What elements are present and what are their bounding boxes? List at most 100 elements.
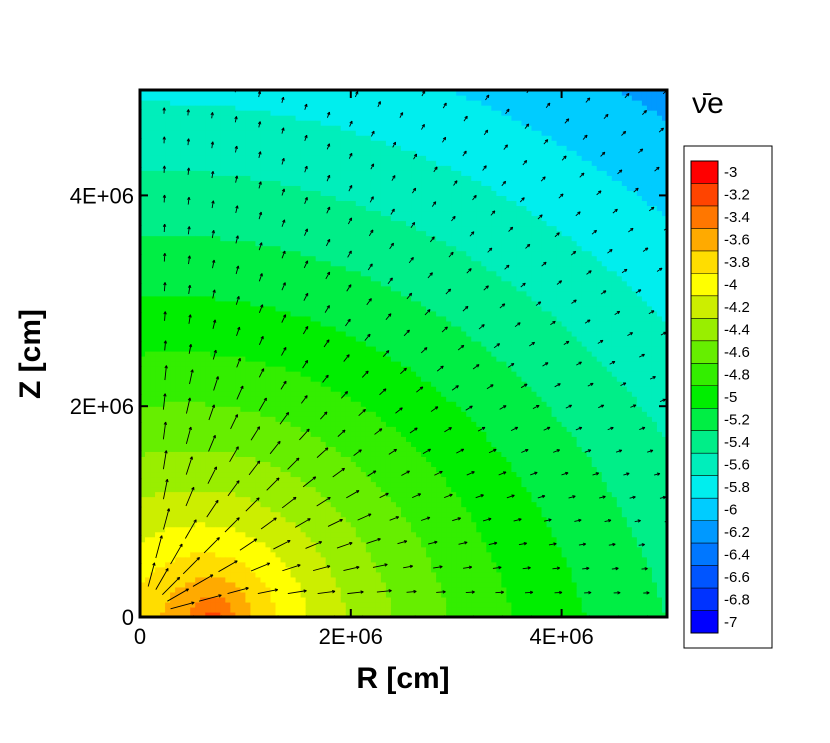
contour-cell [325,245,332,252]
contour-cell [295,401,302,407]
contour-cell [345,185,352,191]
contour-cell [235,155,241,161]
contour-cell [230,411,236,417]
contour-cell [325,155,332,161]
contour-cell [235,330,241,337]
contour-cell [180,466,186,473]
contour-cell [365,431,372,437]
contour-cell [160,265,166,272]
contour-cell [265,95,272,101]
contour-cell [145,230,151,237]
contour-cell [290,481,297,488]
contour-cell [355,220,362,227]
contour-cell [290,386,297,392]
contour-cell [200,90,206,96]
contour-cell [245,90,252,96]
contour-cell [175,190,181,196]
contour-cell [330,486,337,493]
contour-cell [285,476,292,483]
contour-cell [210,255,216,262]
contour-cell [330,516,337,523]
contour-cell [295,586,302,593]
contour-cell [310,255,317,262]
contour-cell [175,235,181,242]
contour-cell [200,601,206,608]
contour-cell [225,456,231,463]
contour-cell [220,356,226,362]
contour-cell [335,200,342,207]
contour-cell [255,310,262,317]
contour-cell [310,461,317,468]
contour-cell [270,245,277,252]
contour-cell [280,441,287,447]
contour-cell [255,531,262,538]
contour-cell [310,280,317,287]
contour-cell [370,165,377,171]
contour-cell [315,536,322,543]
contour-cell [255,185,262,191]
contour-cell [180,320,186,327]
contour-cell [360,290,367,297]
contour-cell [140,170,146,176]
contour-cell [355,175,362,181]
contour-cell [285,300,292,307]
contour-cell [220,461,226,468]
contour-cell [365,546,372,553]
contour-cell [210,371,216,377]
contour-cell [140,371,146,377]
contour-cell [265,601,272,608]
contour-cell [215,150,221,156]
contour-cell [300,270,307,277]
contour-cell [375,350,382,357]
contour-cell [265,160,272,166]
contour-cell [350,290,357,297]
contour-cell [150,250,156,257]
contour-cell [305,561,312,568]
contour-cell [230,205,236,212]
contour-cell [265,431,272,437]
contour-cell [140,546,146,553]
contour-cell [255,561,262,568]
contour-cell [320,611,327,617]
contour-cell [210,571,216,578]
contour-cell [275,511,282,518]
contour-cell [185,275,191,282]
contour-cell [170,396,176,402]
contour-cell [270,250,277,257]
contour-cell [330,105,337,111]
contour-cell [140,295,146,302]
contour-cell [340,501,347,508]
contour-cell [325,115,332,121]
contour-cell [365,411,372,417]
contour-cell [350,295,357,302]
contour-cell [230,150,236,156]
contour-cell [275,160,282,166]
contour-cell [225,170,231,176]
contour-cell [345,340,352,347]
contour-cell [370,140,377,146]
contour-cell [140,381,146,387]
contour-cell [230,436,236,442]
contour-cell [190,411,196,417]
contour-cell [300,486,307,493]
contour-cell [325,340,332,347]
contour-cell [205,361,211,367]
contour-cell [250,456,257,463]
contour-cell [190,506,196,513]
contour-cell [170,90,176,96]
contour-cell [195,320,201,327]
contour-cell [210,381,216,387]
contour-cell [285,536,292,543]
contour-cell [290,95,297,101]
contour-cell [360,140,367,146]
contour-cell [290,145,297,151]
contour-cell [205,260,211,267]
contour-cell [165,441,171,447]
contour-cell [225,315,231,322]
contour-cell [340,290,347,297]
contour-cell [360,115,367,121]
contour-cell [285,150,292,156]
contour-cell [250,265,257,272]
contour-cell [170,305,176,312]
contour-cell [235,310,241,317]
